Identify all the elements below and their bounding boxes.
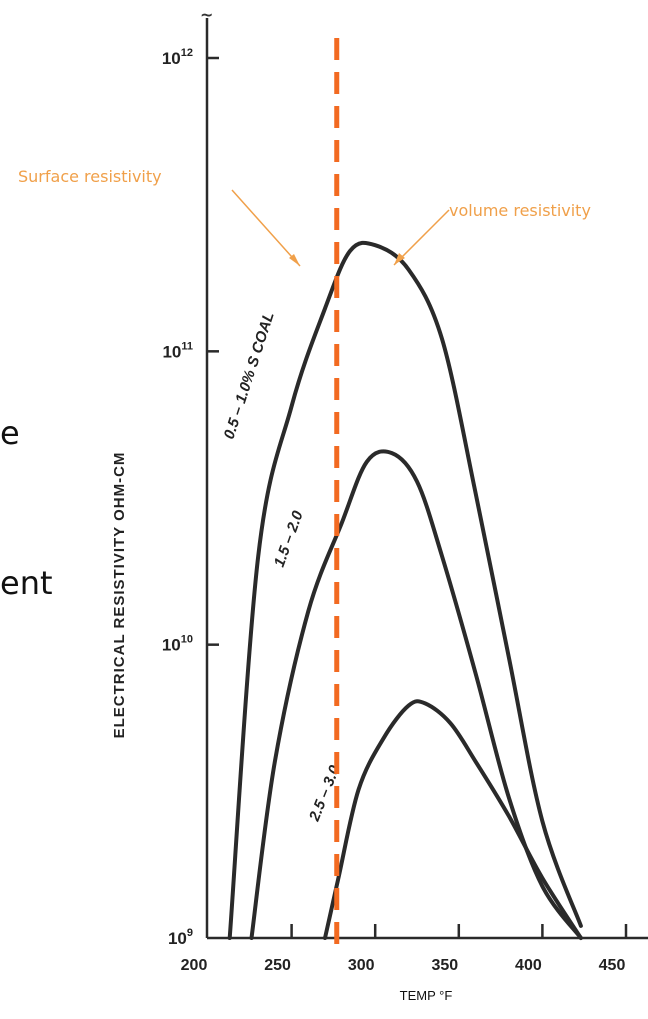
series-line-2 [249, 449, 583, 940]
background-text-fragment-2: ent [0, 564, 53, 602]
y-tick-label: 1011 [162, 340, 193, 361]
x-tick-label: 200 [181, 957, 208, 974]
annotation-volume-resistivity: volume resistivity [449, 201, 591, 220]
y-tick-label: 109 [168, 927, 193, 948]
series-line-3 [323, 699, 583, 940]
x-tick-label: 250 [264, 957, 291, 974]
axes [205, 18, 648, 940]
y-tick-label: 1010 [162, 634, 193, 655]
annotation-arrowhead-volume [394, 253, 405, 265]
series-lines [227, 240, 583, 940]
annotation-surface-resistivity: Surface resistivity [18, 167, 162, 186]
series-line-1 [227, 240, 583, 940]
x-axis-ticks: 200 250 300 350 400 450 [181, 924, 628, 974]
y-tick-label: 1012 [162, 47, 193, 68]
y-axis-title: ELECTRICAL RESISTIVITY OHM-CM [111, 452, 128, 739]
x-tick-label: 400 [515, 957, 542, 974]
series-label-2: 1.5 – 2.0 [271, 508, 307, 569]
background-text-fragment-1: e [0, 414, 20, 452]
annotations: Surface resistivity volume resistivity [18, 167, 591, 267]
annotation-arrow-surface [231, 189, 301, 267]
x-tick-label: 300 [348, 957, 375, 974]
annotation-arrow-volume [393, 209, 450, 266]
annotation-arrowhead-surface [289, 254, 300, 266]
axis-break-mark: ~ [200, 5, 213, 24]
x-tick-label: 350 [431, 957, 458, 974]
series-label-1: 0.5 – 1.0% S COAL [221, 310, 278, 441]
x-tick-label: 450 [599, 957, 626, 974]
y-axis-ticks: 109 1010 1011 1012 [162, 47, 219, 948]
x-axis-title: TEMP °F [400, 988, 453, 1003]
